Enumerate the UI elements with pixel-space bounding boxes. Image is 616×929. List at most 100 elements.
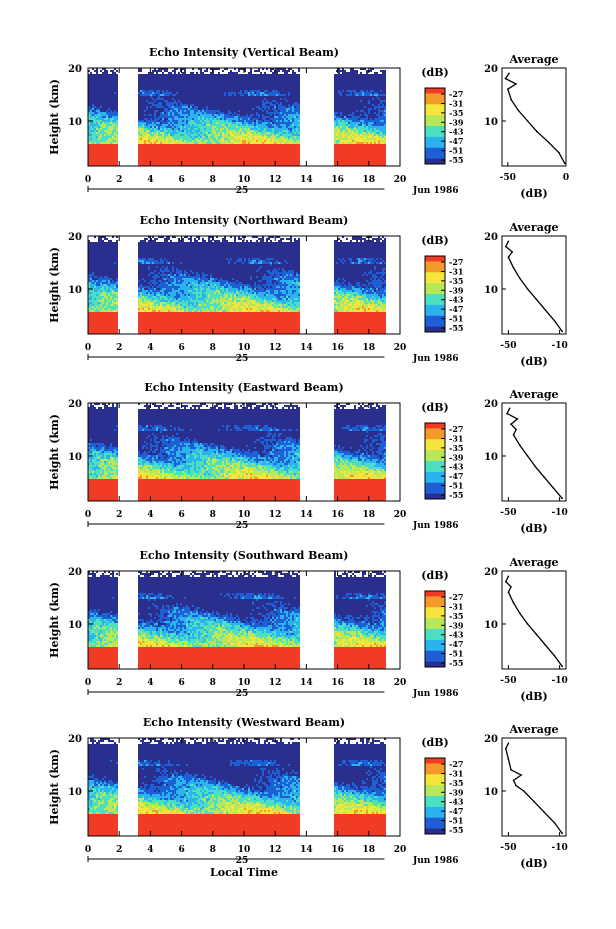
heatmap-cell <box>162 114 164 116</box>
heatmap-cell <box>152 92 154 94</box>
heatmap-cell <box>104 140 106 142</box>
heatmap-cell <box>96 100 98 102</box>
heatmap-cell <box>156 120 158 122</box>
heatmap-cell <box>104 102 106 104</box>
heatmap-cell <box>156 84 158 86</box>
heatmap-cell <box>176 78 178 80</box>
heatmap-cell <box>138 98 140 100</box>
heatmap-cell <box>104 108 106 110</box>
heatmap-cell <box>112 84 114 86</box>
heatmap-cell <box>148 120 150 122</box>
heatmap-cell <box>112 80 114 82</box>
heatmap-cell <box>90 134 92 136</box>
heatmap-cell <box>92 108 94 110</box>
heatmap-cell <box>178 154 180 156</box>
heatmap-cell <box>166 142 168 144</box>
heatmap-cell <box>98 112 100 114</box>
heatmap-cell <box>148 154 150 156</box>
heatmap-cell <box>146 128 148 130</box>
heatmap-cell <box>104 132 106 134</box>
heatmap-cell <box>170 118 172 120</box>
heatmap-cell <box>166 136 168 138</box>
heatmap-cell <box>104 124 106 126</box>
heatmap-cell <box>176 88 178 90</box>
heatmap-cell <box>112 106 114 108</box>
heatmap-cell <box>104 134 106 136</box>
heatmap-cell <box>164 92 166 94</box>
heatmap-cell <box>142 92 144 94</box>
heatmap-cell <box>170 130 172 132</box>
heatmap-cell <box>170 134 172 136</box>
heatmap-cell <box>146 116 148 118</box>
heatmap-cell <box>112 138 114 140</box>
heatmap-cell <box>166 74 168 76</box>
heatmap-cell <box>100 160 102 162</box>
heatmap-cell <box>90 130 92 132</box>
heatmap-cell <box>156 94 158 96</box>
heatmap-cell <box>90 150 92 152</box>
heatmap-cell <box>116 158 118 160</box>
heatmap-cell <box>102 72 104 74</box>
heatmap-cell <box>174 144 176 146</box>
heatmap-cell <box>168 76 170 78</box>
heatmap-cell <box>138 150 140 152</box>
heatmap-cell <box>150 92 152 94</box>
heatmap-cell <box>168 154 170 156</box>
heatmap-cell <box>162 120 164 122</box>
heatmap-cell <box>116 108 118 110</box>
heatmap-cell <box>154 122 156 124</box>
heatmap-cell <box>160 144 162 146</box>
heatmap-cell <box>100 110 102 112</box>
heatmap-cell <box>102 106 104 108</box>
heatmap-cell <box>104 146 106 148</box>
heatmap-cell <box>108 126 110 128</box>
heatmap-cell <box>114 144 116 146</box>
heatmap-cell <box>102 158 104 160</box>
heatmap-cell <box>140 154 142 156</box>
heatmap-cell <box>150 138 152 140</box>
heatmap-cell <box>96 108 98 110</box>
heatmap-cell <box>96 80 98 82</box>
heatmap-cell <box>170 162 172 164</box>
heatmap-cell <box>144 144 146 146</box>
heatmap-cell <box>144 130 146 132</box>
heatmap-cell <box>140 158 142 160</box>
heatmap-cell <box>138 94 140 96</box>
heatmap-cell <box>138 132 140 134</box>
heatmap-cell <box>138 116 140 118</box>
heatmap-cell <box>176 90 178 92</box>
heatmap-cell <box>178 130 180 132</box>
heatmap-cell <box>178 84 180 86</box>
heatmap-cell <box>100 78 102 80</box>
heatmap-cell <box>150 112 152 114</box>
heatmap-cell <box>154 120 156 122</box>
heatmap-cell <box>142 134 144 136</box>
heatmap-cell <box>142 110 144 112</box>
heatmap-cell <box>162 80 164 82</box>
heatmap-cell <box>138 128 140 130</box>
heatmap-cell <box>110 152 112 154</box>
heatmap-cell <box>158 92 160 94</box>
heatmap-cell <box>156 96 158 98</box>
heatmap-cell <box>106 98 108 100</box>
heatmap-cell <box>104 110 106 112</box>
heatmap-cell <box>140 104 142 106</box>
heatmap-cell <box>92 78 94 80</box>
heatmap-cell <box>138 110 140 112</box>
heatmap-cell <box>106 140 108 142</box>
heatmap-cell <box>146 144 148 146</box>
heatmap-cell <box>140 70 142 72</box>
heatmap-cell <box>152 146 154 148</box>
heatmap-cell <box>112 110 114 112</box>
heatmap-cell <box>166 128 168 130</box>
heatmap-cell <box>98 124 100 126</box>
heatmap-cell <box>146 94 148 96</box>
heatmap-cell <box>174 112 176 114</box>
heatmap-cell <box>154 116 156 118</box>
heatmap-cell <box>174 150 176 152</box>
heatmap-cell <box>114 78 116 80</box>
heatmap-cell <box>154 100 156 102</box>
heatmap-cell <box>144 94 146 96</box>
heatmap-cell <box>112 150 114 152</box>
heatmap-cell <box>138 112 140 114</box>
